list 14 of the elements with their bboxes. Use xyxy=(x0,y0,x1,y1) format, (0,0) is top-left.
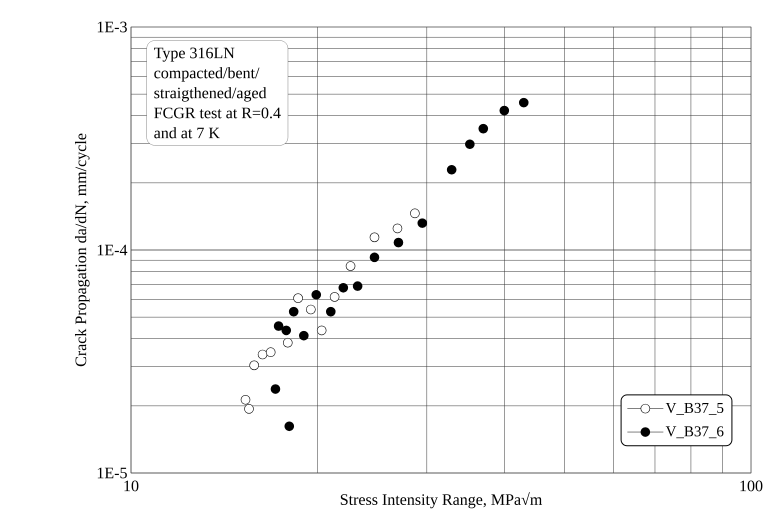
annotation: FCGR test at R=0.4 xyxy=(154,108,281,118)
legend-label: V_B37_5 xyxy=(666,402,724,415)
annotation: and at 7 K xyxy=(154,127,220,138)
x-tick-label: 10 xyxy=(124,480,138,492)
x-tick-label: 100 xyxy=(740,480,762,492)
y-axis-title: Crack Propagation da/dN, mm/cycle xyxy=(74,134,90,366)
annotation: Type 316LN xyxy=(154,48,234,62)
legend-label: V_B37_6 xyxy=(666,426,724,438)
y-tick-label: 1E-4 xyxy=(98,244,128,256)
x-axis-title: Stress Intensity Range, MPa√m xyxy=(340,492,542,508)
annotation: compacted/bent/ xyxy=(154,67,260,82)
y-tick-label: 1E-3 xyxy=(98,22,127,32)
y-tick-label: 1E-5 xyxy=(98,468,127,478)
annotation: straigthened/aged xyxy=(154,87,266,102)
